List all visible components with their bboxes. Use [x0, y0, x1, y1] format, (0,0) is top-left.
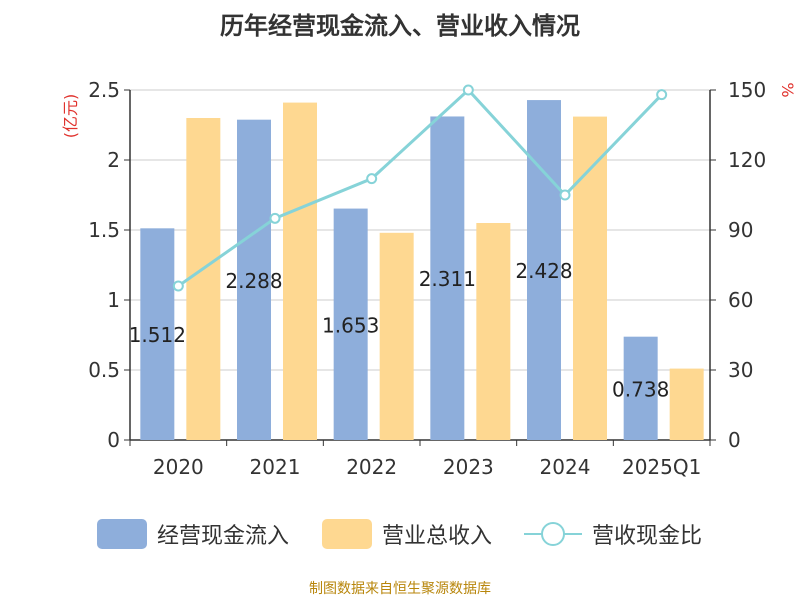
legend-swatch-ratio — [524, 519, 582, 549]
legend-item-revenue[interactable]: 营业总收入 — [322, 516, 492, 552]
bar-revenue — [379, 232, 414, 440]
y-left-unit-label: (亿元) — [61, 94, 80, 139]
bar-cash-inflow — [527, 100, 561, 440]
legend-swatch-revenue — [322, 519, 372, 549]
bar-revenue — [669, 368, 704, 440]
chart-title: 历年经营现金流入、营业收入情况 — [220, 12, 580, 40]
y-left-tick-label: 2.5 — [88, 78, 120, 102]
y-left-tick-label: 1.5 — [88, 218, 120, 242]
x-tick-label: 2023 — [443, 455, 494, 479]
legend-label-cash-inflow: 经营现金流入 — [157, 524, 290, 549]
y-left-tick-label: 0.5 — [88, 358, 120, 382]
bar-cash-inflow — [333, 208, 368, 440]
legend-swatch-cash-inflow — [97, 519, 147, 549]
legend-ratio-marker — [541, 522, 565, 546]
y-right-tick-label: 30 — [728, 358, 753, 382]
ratio-point — [269, 212, 281, 224]
legend-label-ratio: 营收现金比 — [592, 524, 703, 549]
y-right-tick-label: 90 — [728, 218, 753, 242]
data-label-cash-inflow: 2.288 — [225, 269, 282, 293]
x-tick-label: 2021 — [250, 455, 301, 479]
bar-revenue — [573, 116, 607, 440]
bar-cash-inflow — [140, 228, 175, 440]
y-right-unit-label: % — [778, 82, 797, 97]
y-right-tick-label: 120 — [728, 148, 766, 172]
legend-item-cash-inflow[interactable]: 经营现金流入 — [97, 516, 289, 552]
bar-cash-inflow — [237, 119, 271, 441]
ratio-point — [656, 89, 668, 101]
data-label-cash-inflow: 0.738 — [612, 377, 669, 401]
bar-revenue — [186, 118, 221, 440]
bar-cash-inflow — [623, 336, 658, 440]
x-tick-label: 2022 — [346, 455, 397, 479]
y-right-tick-label: 0 — [728, 428, 741, 452]
y-left-tick-label: 1 — [107, 288, 120, 312]
y-right-tick-label: 60 — [728, 288, 753, 312]
data-label-cash-inflow: 2.428 — [515, 259, 572, 283]
x-tick-label: 2020 — [153, 455, 204, 479]
y-left-tick-label: 0 — [107, 428, 120, 452]
x-tick-label: 2024 — [540, 455, 591, 479]
ratio-line — [177, 87, 663, 288]
bar-cash-inflow — [430, 116, 465, 441]
ratio-point — [559, 189, 571, 201]
data-label-cash-inflow: 2.311 — [419, 267, 476, 291]
ratio-point — [172, 280, 184, 292]
bar-revenue — [476, 223, 511, 440]
data-label-cash-inflow: 1.512 — [129, 323, 186, 347]
x-tick-label: 2025Q1 — [622, 455, 701, 479]
y-right-tick-label: 150 — [728, 78, 766, 102]
ratio-point — [462, 84, 474, 96]
y-left-tick-label: 2 — [107, 148, 120, 172]
ratio-point — [366, 173, 378, 185]
chart-legend: 经营现金流入 营业总收入 营收现金比 — [0, 516, 800, 556]
source-note: 制图数据来自恒生聚源数据库 — [309, 581, 491, 597]
legend-item-ratio[interactable]: 营收现金比 — [524, 516, 702, 552]
legend-label-revenue: 营业总收入 — [382, 524, 493, 549]
bar-revenue — [283, 102, 317, 440]
data-label-cash-inflow: 1.653 — [322, 313, 379, 337]
